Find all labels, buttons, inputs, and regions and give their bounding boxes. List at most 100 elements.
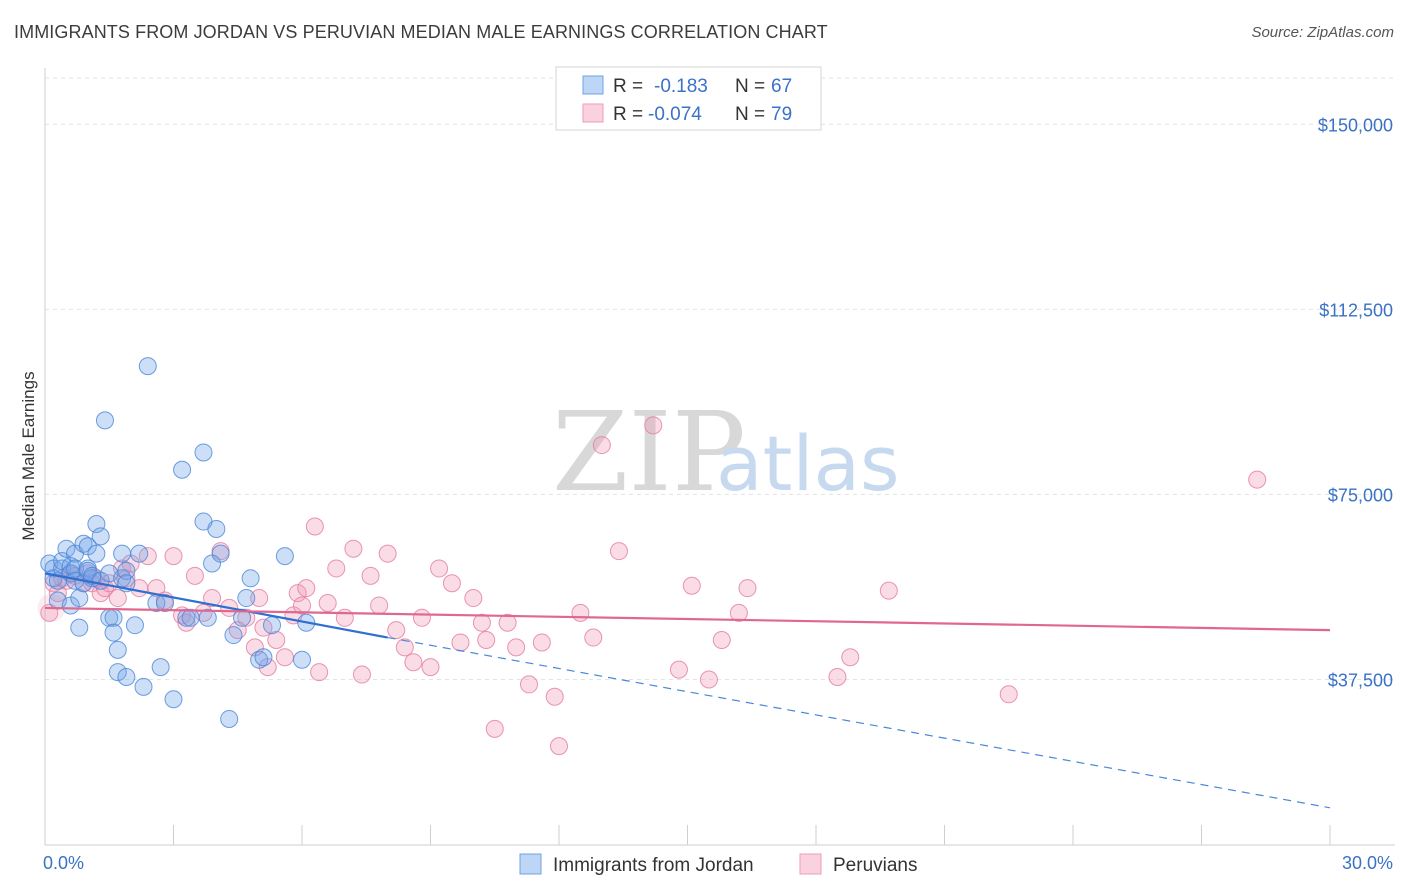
data-point-peruvians bbox=[879, 581, 898, 600]
data-point-jordan bbox=[70, 618, 89, 637]
bottom-legend-label-jordan: Immigrants from Jordan bbox=[553, 855, 754, 876]
data-point-jordan bbox=[125, 616, 144, 635]
data-point-peruvians bbox=[412, 608, 431, 627]
data-point-jordan bbox=[164, 690, 183, 709]
data-point-peruvians bbox=[498, 613, 517, 632]
data-point-jordan bbox=[155, 593, 174, 612]
data-point-peruvians bbox=[310, 663, 329, 682]
data-point-peruvians bbox=[532, 633, 551, 652]
data-point-jordan bbox=[57, 539, 76, 558]
data-point-peruvians bbox=[841, 648, 860, 667]
trend-line-jordan-extension bbox=[387, 636, 1331, 809]
data-point-peruvians bbox=[442, 574, 461, 593]
data-point-jordan bbox=[220, 709, 239, 728]
data-point-jordan bbox=[237, 589, 256, 608]
data-point-peruvians bbox=[185, 566, 204, 585]
legend-r-label-jordan: R = bbox=[613, 76, 643, 97]
data-point-peruvians bbox=[609, 542, 628, 561]
watermark-atlas: atlas bbox=[716, 419, 900, 508]
data-point-peruvians bbox=[451, 633, 470, 652]
trend-line-jordan bbox=[44, 572, 388, 639]
bottom-legend-swatch-peruvians bbox=[799, 853, 822, 875]
data-point-peruvians bbox=[344, 539, 363, 558]
data-point-jordan bbox=[117, 561, 136, 580]
data-point-peruvians bbox=[293, 596, 311, 615]
bottom-legend-label-peruvians: Peruvians bbox=[833, 855, 918, 876]
data-point-peruvians bbox=[275, 648, 294, 667]
data-point-jordan bbox=[108, 663, 127, 682]
data-point-jordan bbox=[181, 608, 200, 627]
data-point-peruvians bbox=[738, 579, 757, 598]
data-point-jordan bbox=[138, 357, 157, 376]
data-point-peruvians bbox=[203, 589, 222, 608]
data-point-peruvians bbox=[352, 665, 371, 684]
data-point-jordan bbox=[134, 677, 153, 696]
data-point-peruvians bbox=[404, 653, 423, 672]
data-point-jordan bbox=[108, 640, 127, 659]
trend-lines bbox=[44, 572, 1331, 809]
x-tick-labels: 0.0% 30.0% bbox=[43, 853, 1393, 873]
data-point-jordan bbox=[113, 544, 132, 563]
trend-line-peruvians bbox=[44, 606, 1331, 632]
data-point-jordan bbox=[211, 544, 230, 563]
axes bbox=[44, 68, 1395, 846]
data-point-peruvians bbox=[592, 436, 611, 455]
data-point-jordan bbox=[104, 623, 123, 642]
data-point-peruvians bbox=[430, 559, 449, 578]
data-point-peruvians bbox=[48, 584, 67, 603]
legend-r-value-jordan: -0.183 bbox=[654, 76, 708, 97]
data-point-jordan bbox=[91, 527, 110, 546]
legend-top: R = -0.183 N = 67 R = -0.074 N = 79 bbox=[555, 66, 822, 131]
legend-swatch-peruvians bbox=[582, 103, 604, 123]
y-tick-label: $112,500 bbox=[1319, 300, 1393, 320]
data-point-jordan bbox=[70, 589, 89, 608]
legend-n-value-peruvians: 79 bbox=[771, 104, 792, 125]
data-point-peruvians bbox=[828, 668, 847, 687]
legend-bottom: Immigrants from Jordan Peruvians bbox=[519, 853, 918, 876]
data-point-jordan bbox=[263, 616, 282, 635]
data-point-peruvians bbox=[712, 631, 731, 649]
data-point-peruvians bbox=[297, 579, 316, 598]
data-point-peruvians bbox=[507, 638, 526, 657]
data-point-peruvians bbox=[571, 603, 590, 622]
data-point-peruvians bbox=[318, 593, 337, 612]
data-point-peruvians bbox=[370, 596, 389, 615]
data-point-peruvians bbox=[327, 559, 346, 578]
y-axis-title: Median Male Earnings bbox=[19, 371, 38, 540]
data-point-jordan bbox=[224, 626, 243, 645]
legend-r-value-peruvians: -0.074 bbox=[648, 104, 702, 125]
y-tick-labels: $37,500 $75,000 $112,500 $150,000 bbox=[1318, 115, 1393, 690]
legend-n-label-peruvians: N = bbox=[735, 104, 765, 125]
data-point-peruvians bbox=[464, 589, 483, 608]
data-point-peruvians bbox=[682, 576, 701, 595]
data-point-peruvians bbox=[550, 737, 568, 756]
data-point-jordan bbox=[293, 650, 311, 669]
data-point-jordan bbox=[117, 668, 136, 687]
data-point-peruvians bbox=[472, 613, 491, 632]
data-point-peruvians bbox=[108, 589, 127, 608]
data-point-peruvians bbox=[237, 608, 256, 627]
x-tick-label: 30.0% bbox=[1342, 853, 1393, 873]
data-point-jordan bbox=[275, 547, 294, 566]
series-jordan bbox=[40, 357, 316, 728]
y-tick-label: $150,000 bbox=[1318, 115, 1393, 135]
data-point-peruvians bbox=[485, 719, 504, 738]
data-point-peruvians bbox=[250, 589, 269, 608]
data-point-peruvians bbox=[387, 621, 406, 640]
data-point-peruvians bbox=[378, 544, 397, 563]
data-point-jordan bbox=[254, 648, 273, 667]
data-point-peruvians bbox=[421, 658, 440, 677]
data-point-jordan bbox=[95, 411, 114, 430]
data-point-peruvians bbox=[729, 603, 748, 622]
data-point-jordan bbox=[130, 544, 149, 563]
chart-title: IMMIGRANTS FROM JORDAN VS PERUVIAN MEDIA… bbox=[14, 22, 828, 42]
data-point-jordan bbox=[198, 608, 217, 627]
data-point-jordan bbox=[87, 544, 106, 563]
legend-n-value-jordan: 67 bbox=[771, 76, 792, 97]
bottom-legend-swatch-jordan bbox=[519, 853, 542, 875]
y-tick-label: $75,000 bbox=[1328, 485, 1393, 505]
data-point-jordan bbox=[241, 569, 260, 588]
source-label: Source: ZipAtlas.com bbox=[1251, 24, 1394, 41]
data-point-peruvians bbox=[395, 638, 414, 657]
